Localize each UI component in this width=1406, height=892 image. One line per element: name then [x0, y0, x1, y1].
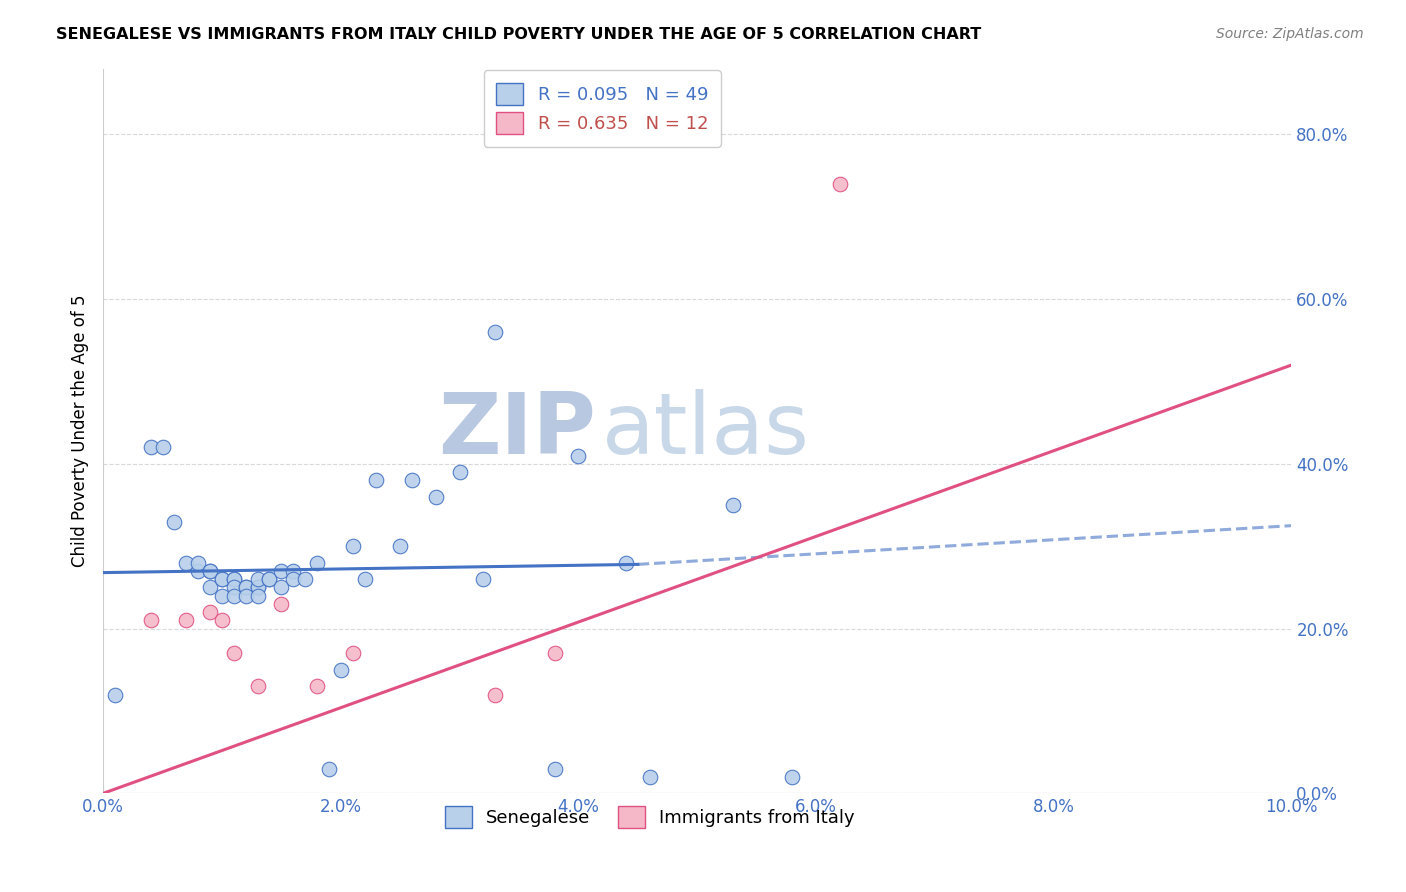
Point — [235, 589, 257, 603]
Point — [176, 556, 198, 570]
Point — [329, 663, 352, 677]
Point — [484, 688, 506, 702]
Point — [342, 539, 364, 553]
Point — [389, 539, 412, 553]
Point — [222, 589, 245, 603]
Point — [211, 572, 233, 586]
Point — [222, 572, 245, 586]
Point — [198, 605, 221, 619]
Point — [342, 646, 364, 660]
Point — [235, 581, 257, 595]
Point — [567, 449, 589, 463]
Point — [222, 646, 245, 660]
Point — [259, 572, 281, 586]
Point — [198, 564, 221, 578]
Point — [828, 177, 851, 191]
Point — [235, 581, 257, 595]
Point — [283, 564, 305, 578]
Point — [270, 597, 292, 611]
Point — [222, 581, 245, 595]
Point — [139, 613, 162, 627]
Point — [163, 515, 186, 529]
Point — [270, 581, 292, 595]
Point — [211, 613, 233, 627]
Point — [139, 441, 162, 455]
Point — [187, 564, 209, 578]
Point — [544, 646, 567, 660]
Text: Source: ZipAtlas.com: Source: ZipAtlas.com — [1216, 27, 1364, 41]
Point — [721, 498, 744, 512]
Point — [198, 581, 221, 595]
Point — [187, 556, 209, 570]
Point — [246, 572, 269, 586]
Point — [449, 465, 471, 479]
Point — [305, 556, 328, 570]
Point — [283, 572, 305, 586]
Point — [246, 679, 269, 693]
Y-axis label: Child Poverty Under the Age of 5: Child Poverty Under the Age of 5 — [72, 294, 89, 567]
Point — [152, 441, 174, 455]
Point — [104, 688, 127, 702]
Point — [366, 474, 388, 488]
Point — [425, 490, 447, 504]
Point — [222, 572, 245, 586]
Point — [211, 572, 233, 586]
Point — [638, 770, 661, 784]
Point — [353, 572, 375, 586]
Point — [211, 589, 233, 603]
Point — [246, 581, 269, 595]
Point — [318, 762, 340, 776]
Point — [294, 572, 316, 586]
Point — [782, 770, 804, 784]
Point — [246, 581, 269, 595]
Text: ZIP: ZIP — [439, 390, 596, 473]
Legend: Senegalese, Immigrants from Italy: Senegalese, Immigrants from Italy — [437, 798, 862, 835]
Point — [259, 572, 281, 586]
Point — [305, 679, 328, 693]
Point — [270, 564, 292, 578]
Point — [484, 325, 506, 339]
Point — [472, 572, 495, 586]
Point — [401, 474, 423, 488]
Point — [198, 564, 221, 578]
Text: atlas: atlas — [602, 390, 810, 473]
Point — [246, 589, 269, 603]
Text: SENEGALESE VS IMMIGRANTS FROM ITALY CHILD POVERTY UNDER THE AGE OF 5 CORRELATION: SENEGALESE VS IMMIGRANTS FROM ITALY CHIL… — [56, 27, 981, 42]
Point — [614, 556, 637, 570]
Point — [176, 613, 198, 627]
Point — [544, 762, 567, 776]
